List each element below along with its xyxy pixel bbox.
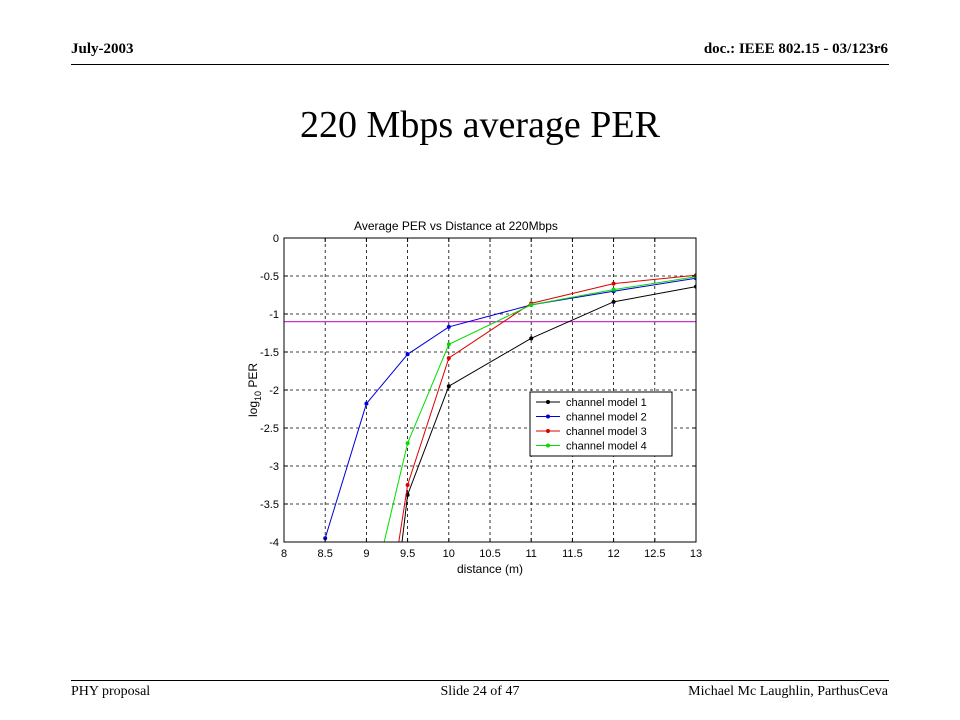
data-point	[364, 401, 369, 406]
y-tick-label: -2.5	[260, 423, 279, 435]
y-tick-label: -1.5	[260, 347, 279, 359]
x-tick-label: 12	[607, 548, 619, 560]
y-tick-label: -1	[269, 309, 279, 321]
legend-marker	[546, 429, 550, 433]
legend-label: channel model 2	[566, 412, 647, 424]
chart-legend: channel model 1 channel model 2 channel mo…	[529, 391, 673, 457]
series-4	[383, 274, 696, 542]
slide-title: 220 Mbps average PER	[300, 104, 660, 146]
footer-rule	[71, 680, 889, 681]
header-document-id: doc.: IEEE 802.15 - 03/123r6	[703, 41, 888, 57]
series-line	[398, 274, 696, 542]
y-tick-label: -3	[269, 461, 279, 473]
chart-title: Average PER vs Distance at 220Mbps	[354, 219, 558, 233]
footer-author: Michael Mc Laughlin, ParthusCeva	[688, 684, 888, 699]
legend-marker	[546, 400, 550, 404]
y-axis-label: log10 PER	[246, 363, 263, 417]
data-point	[611, 287, 616, 292]
y-tick-label: 0	[273, 233, 279, 245]
legend-label: channel model 3	[566, 426, 647, 438]
data-point	[446, 384, 451, 389]
series-line	[401, 286, 696, 542]
legend-marker	[546, 443, 550, 448]
data-point	[405, 483, 410, 487]
y-axis-label-base: log	[246, 401, 260, 417]
x-axis-label: distance (m)	[457, 562, 523, 576]
data-point	[405, 352, 410, 357]
x-tick-label: 8	[281, 548, 287, 560]
axis-ticks: 8 8.5 9 9.5 10 10.5 11 11.5 12 12.5 13 0 -0.5 -1 -1.5 -…	[260, 233, 702, 560]
x-tick-label: 10.5	[479, 548, 500, 560]
y-tick-label: -3.5	[260, 499, 279, 511]
x-tick-label: 12.5	[644, 548, 665, 560]
header-rule	[71, 64, 889, 65]
data-point	[405, 441, 410, 446]
footer-left: PHY proposal	[71, 684, 151, 699]
series-1	[401, 284, 696, 542]
x-tick-label: 11	[525, 548, 536, 560]
y-axis-label-rest: PER	[246, 363, 260, 391]
per-chart: Average PER vs Distance at 220Mbps 8 8.5 9…	[240, 210, 720, 580]
y-tick-label: -2	[269, 385, 279, 397]
data-point	[446, 342, 451, 347]
y-tick-label: -4	[269, 537, 279, 549]
x-tick-label: 9.5	[400, 548, 415, 560]
legend-marker	[546, 414, 550, 419]
legend-label: channel model 4	[566, 441, 647, 453]
footer-slide-number: Slide 24 of 47	[440, 684, 520, 699]
series-layer	[323, 273, 696, 542]
y-axis-label-subscript: 10	[253, 391, 263, 401]
x-tick-label: 13	[690, 548, 702, 560]
data-point	[446, 324, 451, 329]
x-tick-label: 9	[363, 548, 369, 560]
data-point	[446, 356, 451, 361]
legend-label: channel model 1	[566, 397, 647, 409]
x-tick-label: 11.5	[562, 548, 583, 560]
y-tick-label: -0.5	[260, 271, 279, 283]
data-point	[529, 302, 534, 307]
x-tick-label: 10	[443, 548, 455, 560]
header-date: July-2003	[71, 41, 134, 57]
data-point	[529, 336, 534, 341]
series-line	[383, 276, 696, 542]
x-tick-label: 8.5	[318, 548, 333, 560]
data-point	[611, 299, 616, 304]
data-point	[611, 281, 616, 286]
